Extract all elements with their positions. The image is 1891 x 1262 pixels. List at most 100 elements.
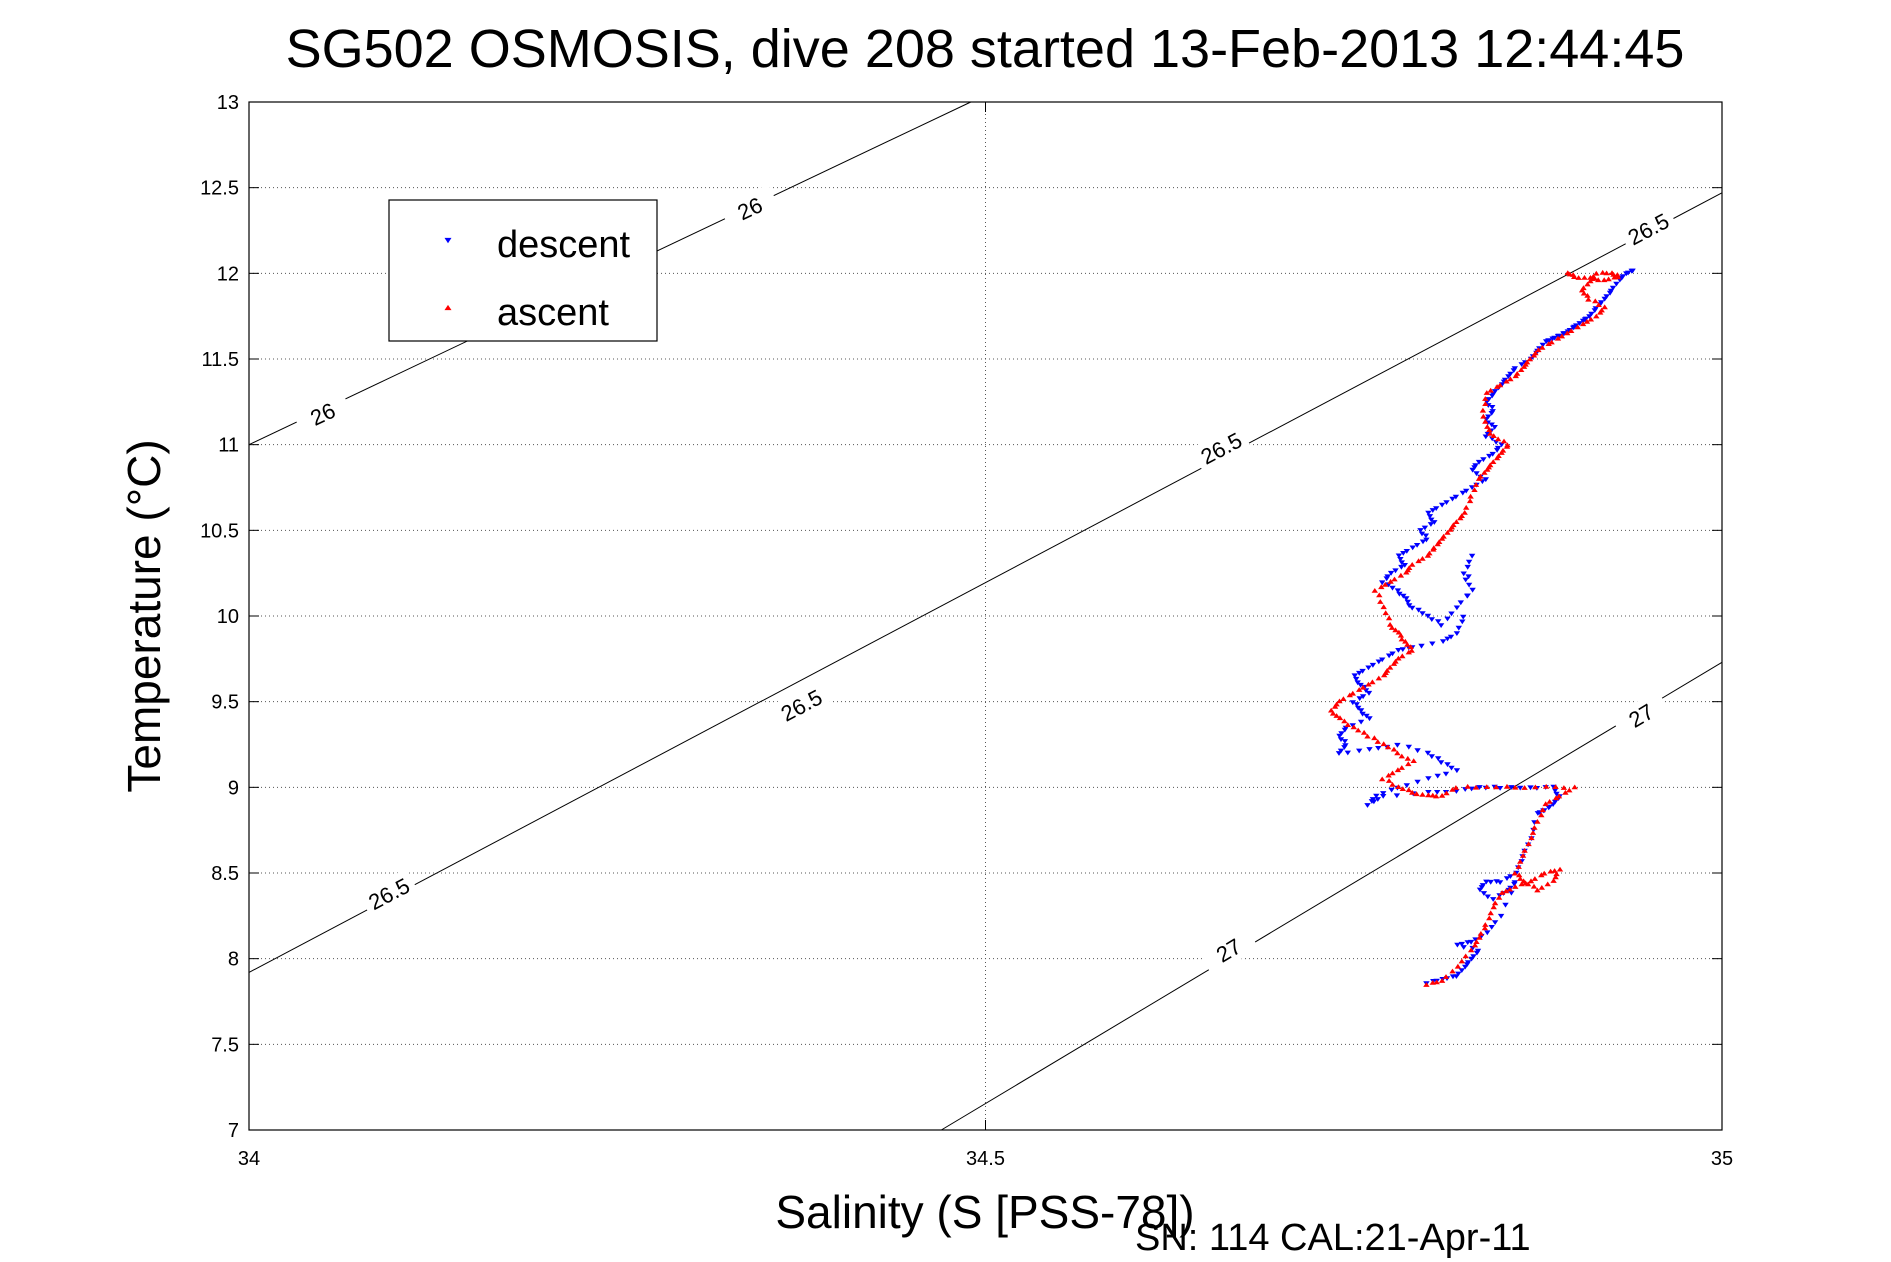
footer-serial: SN: 114 CAL:21-Apr-11	[1135, 1217, 1531, 1259]
descent-point	[1486, 453, 1493, 459]
descent-point	[1476, 785, 1483, 790]
descent-point	[1434, 790, 1441, 795]
ascent-point	[1409, 562, 1416, 567]
ascent-point	[1438, 793, 1446, 798]
descent-point	[1452, 494, 1460, 500]
contour-label-backdrop	[770, 680, 832, 731]
ascent-point	[1458, 513, 1465, 518]
legend: descent ascent	[388, 199, 658, 342]
descent-point	[1493, 447, 1501, 453]
ascent-point	[1385, 778, 1393, 783]
ascent-point	[1526, 356, 1534, 362]
ascent-point	[1477, 473, 1484, 479]
ascent-point	[1486, 915, 1493, 921]
isopycnal-line	[941, 661, 1723, 1131]
descent-point	[1375, 659, 1382, 665]
ascent-point	[1440, 533, 1447, 539]
ascent-point	[1467, 493, 1474, 499]
ascent-point	[1584, 281, 1591, 287]
ascent-point	[1385, 615, 1393, 621]
descent-point	[1460, 571, 1467, 577]
ascent-point	[1377, 599, 1384, 604]
ascent-point	[1534, 819, 1541, 824]
ascent-point	[1328, 707, 1335, 713]
descent-point	[1383, 576, 1390, 582]
ascent-point	[1503, 378, 1510, 384]
descent-point	[1353, 676, 1360, 682]
descent-point	[1462, 577, 1469, 583]
descent-point	[1338, 731, 1345, 736]
descent-point	[1422, 533, 1430, 539]
descent-point	[1443, 500, 1450, 505]
ascent-point	[1461, 510, 1468, 515]
descent-point	[1489, 451, 1496, 457]
descent-point	[1487, 879, 1494, 885]
y-tick-label: 11	[218, 435, 239, 457]
ascent-point	[1486, 427, 1493, 432]
descent-point	[1579, 318, 1587, 324]
ascent-point	[1580, 285, 1587, 291]
descent-point	[1442, 771, 1450, 777]
ascent-point	[1605, 276, 1612, 282]
ascent-point	[1531, 825, 1538, 830]
ascent-point	[1495, 453, 1502, 458]
ascent-point	[1404, 642, 1411, 647]
y-tick-label: 11.5	[202, 349, 239, 371]
ascent-point	[1490, 459, 1497, 464]
descent-point	[1475, 459, 1483, 465]
descent-point	[1488, 422, 1495, 428]
ascent-point	[1562, 789, 1569, 795]
ascent-point	[1544, 881, 1551, 887]
descent-point	[1508, 890, 1515, 896]
ascent-point	[1413, 791, 1420, 797]
ascent-point	[1329, 710, 1337, 716]
descent-point	[1464, 940, 1471, 945]
descent-point	[1498, 442, 1505, 448]
ascent-point	[1571, 784, 1578, 790]
descent-point	[1425, 510, 1432, 516]
descent-point	[1496, 880, 1504, 885]
ascent-point	[1555, 793, 1563, 799]
ascent-point	[1487, 387, 1494, 393]
descent-point	[1453, 789, 1460, 794]
descent-point	[1341, 745, 1348, 750]
ascent-point	[1601, 277, 1608, 283]
ascent-point	[1553, 871, 1560, 877]
descent-point	[1606, 290, 1614, 296]
descent-point	[1493, 879, 1500, 885]
ascent-point	[1506, 886, 1514, 892]
descent-point	[1468, 956, 1475, 962]
descent-point	[1434, 773, 1441, 779]
ascent-point	[1520, 878, 1527, 884]
descent-point	[1490, 897, 1497, 902]
ascent-point	[1407, 644, 1414, 649]
ascent-point	[1480, 413, 1487, 419]
descent-point	[1560, 331, 1567, 337]
descent-point	[1349, 700, 1356, 706]
descent-point	[1385, 653, 1393, 659]
ascent-point	[1371, 735, 1378, 741]
ascent-point	[1495, 894, 1503, 900]
descent-point	[1438, 502, 1446, 508]
descent-point	[1464, 593, 1471, 599]
ascent-point	[1336, 715, 1344, 721]
descent-point	[1464, 564, 1471, 570]
ascent-point	[1525, 841, 1532, 847]
ascent-point	[1490, 904, 1497, 910]
ascent-point	[1467, 947, 1475, 953]
ascent-point	[1442, 974, 1450, 979]
ascent-point	[1539, 345, 1546, 350]
descent-point	[1455, 971, 1462, 977]
descent-point	[1431, 520, 1438, 525]
ascent-point	[1546, 799, 1553, 804]
descent-point	[1455, 625, 1462, 631]
ascent-point	[1471, 942, 1479, 948]
ascent-point	[1369, 679, 1376, 685]
descent-point	[1444, 636, 1451, 642]
descent-point	[1460, 945, 1467, 950]
legend-descent-glyph	[444, 237, 452, 244]
chart-title: SG502 OSMOSIS, dive 208 started 13-Feb-2…	[286, 19, 1685, 79]
ascent-point	[1481, 925, 1489, 931]
descent-point	[1395, 648, 1402, 653]
descent-point	[1414, 779, 1421, 785]
